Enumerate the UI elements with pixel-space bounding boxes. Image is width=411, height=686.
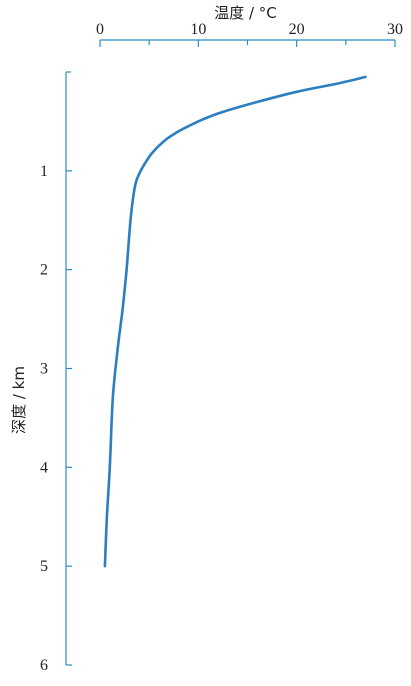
data-point [112, 397, 114, 399]
y-ticks: 1 2 3 4 5 6 [40, 71, 72, 674]
series-layer [103, 75, 367, 568]
data-point [141, 167, 143, 169]
data-point [130, 219, 132, 221]
x-tick-label: 0 [96, 21, 104, 38]
y-axis-title: 深度 / km [10, 366, 28, 434]
data-point [133, 195, 135, 197]
data-point [104, 565, 106, 567]
data-point [335, 83, 337, 85]
y-tick-label: 6 [40, 657, 48, 674]
x-tick-label: 20 [289, 21, 305, 38]
x-tick-label: 10 [190, 21, 206, 38]
x-axis-title: 温度 / °C [214, 4, 277, 22]
series-line-0 [103, 75, 367, 568]
data-point [122, 308, 124, 310]
data-point [136, 180, 138, 182]
x-tick-label: 30 [387, 21, 403, 38]
x-axis: 0 10 20 30 温度 / °C [96, 4, 403, 47]
data-point [109, 467, 111, 469]
data-point [106, 516, 108, 518]
y-axis: 1 2 3 4 5 6 深度 / km [10, 71, 72, 674]
y-tick-label: 2 [40, 262, 48, 279]
data-point [126, 269, 128, 271]
data-point [163, 140, 165, 142]
data-point [117, 348, 119, 350]
y-tick-label: 4 [40, 459, 48, 476]
y-tick-label: 3 [40, 361, 48, 378]
data-point [151, 152, 153, 154]
x-ticks: 0 10 20 30 [96, 21, 403, 47]
y-tick-label: 1 [40, 163, 48, 180]
y-tick-label: 5 [40, 558, 48, 575]
data-point [217, 113, 219, 115]
data-point [198, 121, 200, 123]
data-point [247, 104, 249, 106]
data-point [365, 76, 367, 78]
data-point [178, 131, 180, 133]
data-point [296, 91, 298, 93]
